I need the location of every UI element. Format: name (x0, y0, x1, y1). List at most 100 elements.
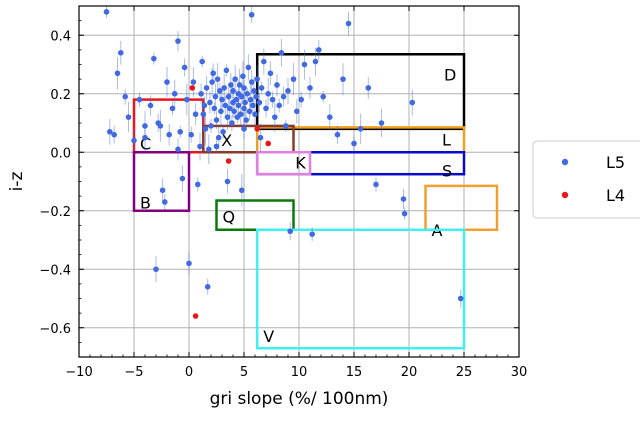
point-l5 (248, 11, 255, 18)
point-l5 (125, 114, 132, 120)
axis-ticks: −10 −5 0 5 10 15 20 25 30 −0.6 −0.4 −0.2 0.0 0.2 0.4 (39, 5, 527, 380)
point-l5 (457, 295, 464, 302)
point-l5 (212, 93, 219, 100)
point-l5 (186, 260, 192, 267)
point-l5 (142, 123, 148, 129)
x-tick-label: −10 (65, 365, 92, 380)
region-label-k: K (295, 153, 306, 172)
x-tick-label: 0 (185, 365, 193, 380)
point-l5 (198, 90, 204, 97)
point-l5 (153, 266, 159, 273)
legend-label-l4: L4 (606, 186, 625, 205)
point-l5 (340, 76, 346, 82)
point-l5 (171, 90, 178, 97)
point-l5 (283, 123, 289, 129)
point-l5 (240, 73, 246, 79)
point-l5 (253, 93, 259, 100)
region-label-d: D (444, 65, 456, 84)
x-tick-label: 20 (401, 365, 418, 380)
point-l5 (224, 114, 231, 120)
point-l5 (162, 199, 168, 205)
point-l5 (208, 123, 214, 129)
point-l5 (222, 102, 229, 109)
point-l5 (197, 143, 203, 150)
point-l5 (228, 82, 234, 88)
x-axis-label: gri slope (%/ 100nm) (210, 389, 389, 409)
point-l5 (190, 79, 197, 85)
point-l5 (122, 93, 128, 100)
point-l5 (251, 88, 257, 94)
region-box-s (255, 151, 466, 176)
point-l5 (237, 111, 244, 118)
point-l5 (226, 105, 233, 112)
point-l5 (203, 85, 210, 91)
point-l5 (211, 105, 218, 112)
point-l5 (248, 79, 255, 85)
point-l5 (118, 50, 124, 56)
point-l5 (147, 102, 154, 109)
region-label-b: B (140, 193, 151, 212)
point-l5 (294, 108, 300, 115)
point-l5 (316, 47, 322, 53)
point-l5 (142, 134, 148, 141)
point-l5 (159, 187, 166, 194)
point-l5 (245, 64, 252, 71)
point-l5 (409, 99, 416, 106)
point-l5 (103, 9, 110, 15)
point-l5 (195, 181, 201, 188)
region-box-b (132, 151, 191, 212)
point-l5 (225, 93, 232, 100)
point-l5 (285, 88, 291, 94)
y-tick-label: 0.0 (50, 146, 71, 161)
point-l5 (241, 85, 247, 91)
region-box-v (255, 228, 466, 350)
point-l5 (243, 117, 249, 123)
point-l5 (232, 76, 238, 82)
region-label-v: V (263, 327, 274, 346)
point-l5 (239, 187, 245, 194)
point-l5 (114, 70, 121, 77)
point-l5 (166, 131, 172, 138)
point-l4 (254, 126, 260, 132)
point-l5 (200, 111, 207, 118)
point-l5 (177, 128, 183, 135)
point-l5 (231, 108, 237, 115)
point-l5 (201, 102, 208, 109)
point-l5 (107, 128, 113, 135)
point-l5 (199, 58, 205, 65)
point-l5 (252, 111, 258, 118)
point-l5 (213, 143, 220, 150)
region-label-l: L (442, 130, 451, 149)
legend-marker-l4 (561, 191, 569, 199)
point-l5 (184, 96, 190, 103)
point-l5 (111, 131, 117, 138)
point-l5 (301, 61, 308, 68)
point-l5 (345, 20, 352, 27)
point-l5 (241, 105, 247, 112)
point-l5 (242, 99, 248, 106)
point-l5 (334, 131, 341, 138)
point-l5 (256, 99, 263, 106)
point-l5 (188, 131, 194, 138)
point-l5 (261, 58, 267, 65)
point-l5 (192, 111, 199, 118)
point-l5 (136, 96, 143, 103)
point-l5 (157, 123, 164, 129)
y-tick-label: −0.4 (39, 263, 71, 278)
x-tick-label: 15 (346, 365, 363, 380)
region-box-x (202, 124, 295, 154)
point-l4 (225, 158, 232, 164)
x-tick-label: 25 (456, 365, 473, 380)
point-l5 (246, 108, 253, 115)
point-l5 (202, 126, 209, 132)
point-l4 (192, 313, 199, 319)
point-l5 (207, 99, 213, 106)
point-l5 (223, 67, 230, 74)
point-l5 (320, 93, 327, 100)
point-l5 (206, 146, 212, 153)
point-l5 (401, 210, 408, 217)
region-box-q (215, 199, 295, 232)
point-l5 (164, 79, 170, 85)
x-tick-label: 5 (240, 365, 248, 380)
